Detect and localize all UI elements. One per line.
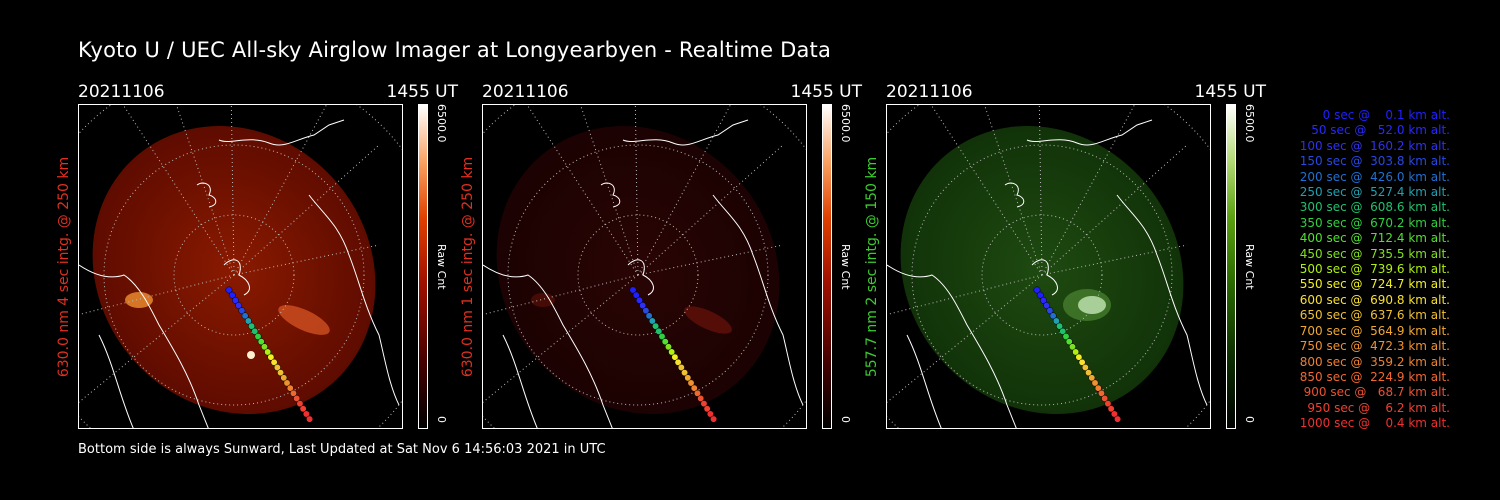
panel-date: 20211106 — [482, 82, 569, 102]
panel-date: 20211106 — [78, 82, 165, 102]
panel-time: 1455 UT — [1194, 82, 1267, 102]
page-title: Kyoto U / UEC All-sky Airglow Imager at … — [78, 38, 832, 62]
legend-row: 700 sec @ 564.9 km alt. — [1295, 323, 1450, 338]
legend-row: 500 sec @ 739.6 km alt. — [1295, 262, 1450, 277]
legend-row: 900 sec @ 68.7 km alt. — [1299, 385, 1450, 400]
legend-row: 850 sec @ 224.9 km alt. — [1295, 369, 1450, 384]
legend-row: 350 sec @ 670.2 km alt. — [1295, 215, 1450, 230]
legend-row: 200 sec @ 426.0 km alt. — [1295, 169, 1450, 184]
colorbar-labels: 6500.0 Raw Cnt 0 — [839, 104, 852, 423]
panel-wavelength-label: 557.7 nm 2 sec intg. @ 150 km — [864, 156, 880, 377]
colorbar — [1226, 104, 1236, 429]
legend-row: 450 sec @ 735.5 km alt. — [1295, 246, 1450, 261]
legend-row: 600 sec @ 690.8 km alt. — [1295, 292, 1450, 307]
colorbar — [822, 104, 832, 429]
panel-time: 1455 UT — [790, 82, 863, 102]
legend-row: 250 sec @ 527.4 km alt. — [1295, 185, 1450, 200]
legend-row: 50 sec @ 52.0 km alt. — [1303, 123, 1450, 138]
colorbar-labels: 6500.0 Raw Cnt 0 — [435, 104, 448, 423]
airglow-panel-2: 20211106 1455 UT 630.0 nm 1 sec intg. @ … — [460, 80, 942, 430]
allsky-image-630-4s — [78, 104, 403, 429]
legend-row: 550 sec @ 724.7 km alt. — [1295, 277, 1450, 292]
trajectory-legend: 0 sec @ 0.1 km alt. 50 sec @ 52.0 km alt… — [1262, 108, 1450, 432]
airglow-panel-1: 20211106 1455 UT 630.0 nm 4 sec intg. @ … — [56, 80, 538, 430]
panel-time: 1455 UT — [386, 82, 459, 102]
legend-row: 0 sec @ 0.1 km alt. — [1311, 108, 1450, 122]
airglow-panel-3: 20211106 1455 UT 557.7 nm 2 sec intg. @ … — [864, 80, 1346, 430]
panel-wavelength-label: 630.0 nm 1 sec intg. @ 250 km — [460, 156, 476, 377]
legend-row: 650 sec @ 637.6 km alt. — [1295, 308, 1450, 323]
legend-row: 750 sec @ 472.3 km alt. — [1295, 339, 1450, 354]
colorbar-labels: 6500.0 Raw Cnt 0 — [1243, 104, 1256, 423]
panel-wavelength-label: 630.0 nm 4 sec intg. @ 250 km — [56, 156, 72, 377]
legend-row: 150 sec @ 303.8 km alt. — [1295, 154, 1450, 169]
legend-row: 800 sec @ 359.2 km alt. — [1295, 354, 1450, 369]
panel-date: 20211106 — [886, 82, 973, 102]
legend-row: 1000 sec @ 0.4 km alt. — [1299, 416, 1450, 431]
legend-row: 950 sec @ 6.2 km alt. — [1303, 400, 1450, 415]
colorbar — [418, 104, 428, 429]
footer-status: Bottom side is always Sunward, Last Upda… — [78, 442, 606, 457]
allsky-image-557-2s — [886, 104, 1211, 429]
allsky-image-630-1s — [482, 104, 807, 429]
legend-row: 400 sec @ 712.4 km alt. — [1295, 231, 1450, 246]
legend-row: 300 sec @ 608.6 km alt. — [1295, 200, 1450, 215]
legend-row: 100 sec @ 160.2 km alt. — [1295, 138, 1450, 153]
